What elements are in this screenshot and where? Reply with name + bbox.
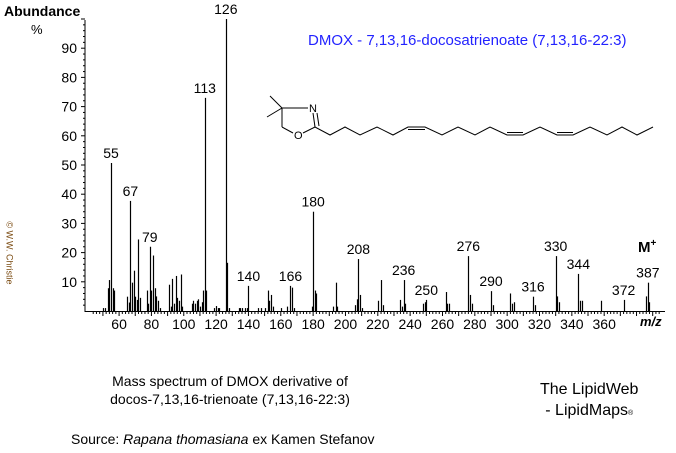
x-tick-label: 100 <box>172 316 196 332</box>
peak-label-330: 330 <box>544 238 568 254</box>
x-tick-label: 80 <box>144 316 160 332</box>
chart-title: DMOX - 7,13,16-docosatrienoate (7,13,16-… <box>308 32 627 49</box>
source-species: Rapana thomasiana <box>123 431 249 447</box>
peak-label-166: 166 <box>279 268 303 284</box>
y-tick-label: 70 <box>61 99 77 115</box>
peak-label-316: 316 <box>521 279 545 295</box>
y-axis-unit: % <box>31 22 43 37</box>
x-tick-label: 200 <box>334 316 358 332</box>
brand-line-2-text: - LipidMaps <box>545 402 628 419</box>
dmox-structure-diagram <box>266 95 654 136</box>
x-tick-label: 160 <box>269 316 293 332</box>
registered-mark: ® <box>627 410 634 417</box>
y-tick-label: 20 <box>61 245 77 261</box>
x-tick-label: 360 <box>593 316 617 332</box>
nitrogen-label: N <box>309 103 317 115</box>
y-tick-label: 50 <box>61 157 77 173</box>
peak-label-55: 55 <box>103 145 119 161</box>
oxygen-label: O <box>294 130 303 142</box>
caption: Mass spectrum of DMOX derivative of doco… <box>95 372 365 408</box>
copyright: © W.W. Christie <box>4 221 15 285</box>
brand: The LipidWeb - LipidMaps® <box>540 379 638 424</box>
peak-labels: 55 67 79 113 126 140 166 180 208 236 250 276 290 316 3… <box>103 1 660 298</box>
x-tick-label: 180 <box>301 316 325 332</box>
x-tick-label: 240 <box>398 316 422 332</box>
source-credit: Source: Rapana thomasiana ex Kamen Stefa… <box>71 431 375 447</box>
peak-label-67: 67 <box>123 183 139 199</box>
peak-label-79: 79 <box>142 229 158 245</box>
x-tick-label: 220 <box>366 316 390 332</box>
peak-label-276: 276 <box>457 238 481 254</box>
y-tick-label: 30 <box>61 215 77 231</box>
x-tick-label: 140 <box>237 316 261 332</box>
peak-label-140: 140 <box>237 268 261 284</box>
source-prefix: Source: <box>71 431 124 447</box>
y-axis-label: Abundance <box>4 3 81 19</box>
y-tick-label: 90 <box>61 40 77 56</box>
peak-label-208: 208 <box>347 241 371 257</box>
molecular-ion-label: M+ <box>638 238 657 256</box>
y-tick-label: 80 <box>61 69 77 85</box>
peak-label-180: 180 <box>301 194 325 210</box>
peak-label-236: 236 <box>392 262 416 278</box>
x-tick-label: 320 <box>528 316 552 332</box>
x-tick-label: 260 <box>431 316 455 332</box>
brand-line-1: The LipidWeb <box>540 381 639 398</box>
x-axis-label: m/z <box>640 314 662 329</box>
y-tick-label: 10 <box>61 274 77 290</box>
peak-label-344: 344 <box>567 256 591 272</box>
peak-label-372: 372 <box>612 282 636 298</box>
caption-line-2: docos-7,13,16-trienoate (7,13,16-22:3) <box>110 391 350 407</box>
source-suffix: ex Kamen Stefanov <box>248 431 375 447</box>
x-tick-label: 280 <box>463 316 487 332</box>
peak-label-387: 387 <box>636 265 660 281</box>
axes: 10 20 30 40 50 60 70 80 90 60 80 100 120 140 160 180 200… <box>61 18 665 332</box>
peak-label-250: 250 <box>415 282 439 298</box>
x-tick-label: 300 <box>495 316 519 332</box>
peak-label-126: 126 <box>214 1 238 17</box>
peak-label-113: 113 <box>194 80 217 96</box>
peaks <box>102 19 651 311</box>
x-tick-label: 340 <box>560 316 584 332</box>
caption-line-1: Mass spectrum of DMOX derivative of <box>112 373 348 389</box>
x-tick-label: 120 <box>204 316 228 332</box>
y-tick-label: 60 <box>61 128 77 144</box>
brand-line-2: - LipidMaps® <box>540 400 638 424</box>
y-tick-label: 40 <box>61 186 77 202</box>
x-tick-label: 60 <box>111 316 127 332</box>
peak-label-290: 290 <box>479 273 503 289</box>
